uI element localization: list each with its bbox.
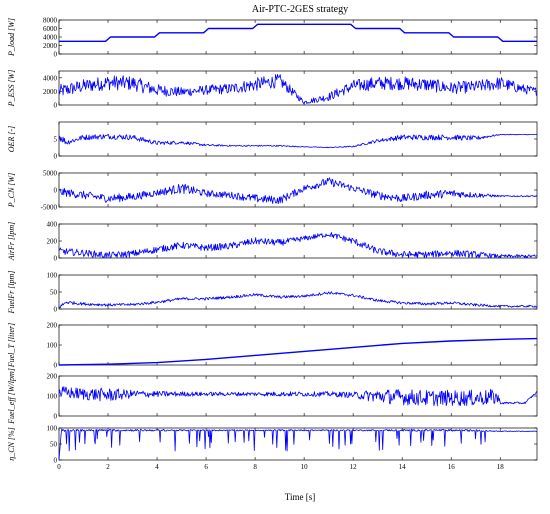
y-tick-label: 0 — [54, 255, 58, 263]
y-tick-label: 400 — [47, 221, 58, 229]
panel-fuelflow: 0 50 100 FuelFr [lpm] — [7, 271, 538, 315]
y-tick-label: 100 — [47, 393, 58, 401]
panel-p_cn: -5000 0 5000 P_CN [W] — [7, 170, 538, 212]
y-tick-label: 8000 — [43, 17, 58, 25]
y-axis-label-eta: η_CN [%] — [7, 427, 16, 461]
chart-title: Air-PTC-2GES strategy — [252, 4, 348, 15]
y-tick-label: 100 — [47, 272, 58, 280]
series-line-fuel_eff — [58, 386, 538, 407]
y-tick-label: 0 — [54, 102, 58, 110]
y-tick-label: 100 — [47, 342, 58, 350]
x-tick-label: 14 — [399, 463, 407, 471]
y-axis-label-p_load: P_load [W] — [7, 18, 16, 57]
x-tick-label: 4 — [155, 463, 159, 471]
y-axis-label-p_ess: P_ESS [W] — [7, 70, 16, 108]
x-tick-label: 2 — [106, 463, 110, 471]
y-tick-label: 6000 — [43, 25, 58, 33]
series-line-p_ess — [58, 74, 538, 105]
x-tick-label: 12 — [350, 463, 358, 471]
y-tick-label: 5 — [54, 136, 58, 144]
y-tick-label: 50 — [50, 289, 58, 297]
y-tick-label: 200 — [47, 322, 58, 330]
panel-fuel_total: 0 100 200 Fuel_T [liter] — [7, 322, 538, 370]
y-tick-label: 50 — [50, 441, 58, 449]
panel-p_ess: 0 2000 4000 P_ESS [W] — [7, 70, 538, 110]
series-line-oer — [58, 133, 538, 149]
series-line-p_cn — [58, 177, 538, 205]
panel-frame — [58, 427, 538, 461]
y-tick-label: -5000 — [41, 204, 58, 212]
panel-eta: 0 50 100 η_CN [%] 0 2 4 6 8 10 12 14 16 18 — [7, 425, 538, 471]
panel-frame — [58, 375, 538, 417]
x-tick-label: 10 — [301, 463, 309, 471]
panel-fuel_eff: 0 100 200 Fuel_eff [W/lpm] — [7, 368, 538, 425]
y-tick-label: 100 — [47, 425, 58, 433]
y-tick-label: 0 — [54, 51, 58, 59]
y-axis-label-fuel_eff: Fuel_eff [W/lpm] — [7, 368, 16, 425]
y-tick-label: 2000 — [43, 88, 58, 96]
y-tick-label: 4000 — [43, 34, 58, 42]
y-axis-label-p_cn: P_CN [W] — [7, 173, 16, 208]
series-line-fuel_total — [58, 337, 538, 366]
series-line-eta — [58, 428, 538, 461]
y-tick-label: 0 — [54, 362, 58, 370]
y-tick-label: 5000 — [43, 170, 58, 178]
panel-frame — [58, 172, 538, 208]
panel-frame — [58, 121, 538, 157]
y-tick-label: 2000 — [43, 42, 58, 50]
y-tick-label: 0 — [54, 413, 58, 421]
x-tick-label: 16 — [448, 463, 456, 471]
x-tick-label: 8 — [253, 463, 257, 471]
y-tick-label: 0 — [54, 306, 58, 314]
x-axis-label: Time [s] — [285, 492, 315, 502]
series-line-p_load — [59, 23, 537, 42]
panel-frame — [58, 324, 538, 366]
y-tick-label: 0 — [54, 187, 58, 195]
panel-oer: 0 5 OER [-] — [7, 121, 538, 161]
y-tick-label: 4000 — [43, 74, 58, 82]
y-axis-label-airflow: AirFr [lpm] — [7, 222, 16, 261]
y-tick-label: 0 — [54, 457, 58, 465]
x-tick-label: 6 — [204, 463, 208, 471]
y-tick-label: 200 — [47, 373, 58, 381]
y-axis-label-fuel_total: Fuel_T [liter] — [7, 323, 16, 369]
panel-airflow: 0 200 400 AirFr [lpm] — [7, 221, 538, 263]
y-axis-label-oer: OER [-] — [7, 126, 16, 152]
x-tick-label: 18 — [497, 463, 505, 471]
series-line-fuelflow — [58, 291, 538, 309]
y-tick-label: 200 — [47, 238, 58, 246]
series-line-airflow — [58, 232, 538, 259]
x-tick-label: 0 — [57, 463, 61, 471]
y-tick-label: 0 — [54, 153, 58, 161]
y-axis-label-fuelflow: FuelFr [lpm] — [7, 271, 16, 315]
